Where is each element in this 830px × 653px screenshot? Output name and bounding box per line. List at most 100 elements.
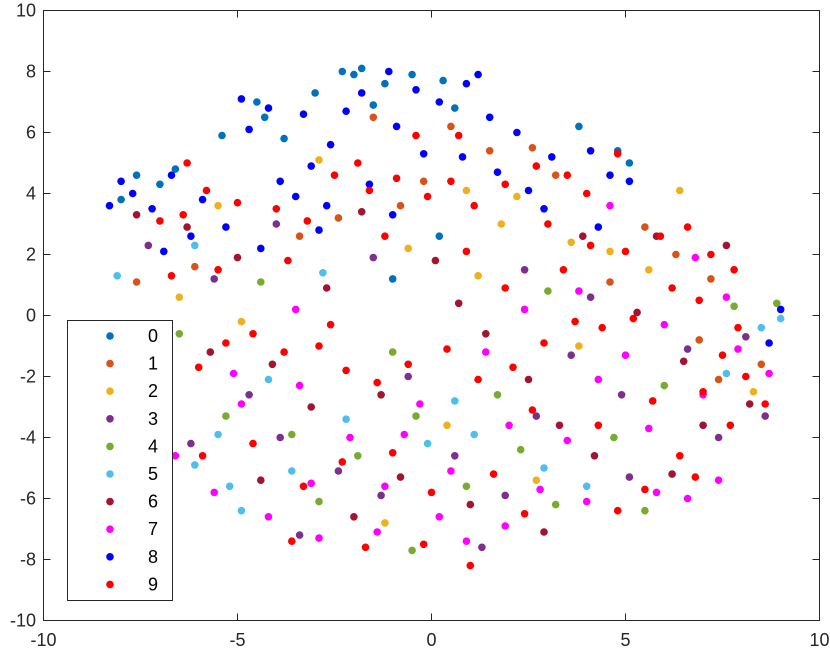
data-point-class-9 <box>404 360 413 369</box>
data-point-class-3 <box>334 467 343 475</box>
data-point-class-9 <box>156 217 164 225</box>
legend-label-2: 2 <box>148 381 158 401</box>
data-point-class-6 <box>482 330 490 338</box>
data-point-class-8 <box>222 223 230 231</box>
data-point-class-3 <box>369 253 378 262</box>
data-point-class-9 <box>202 186 211 195</box>
legend-label-4: 4 <box>148 436 158 456</box>
data-point-class-7 <box>691 253 700 262</box>
data-point-class-5 <box>722 369 731 378</box>
data-point-class-6 <box>377 391 385 399</box>
data-point-class-9 <box>718 351 727 360</box>
y-tick-label: -6 <box>20 489 36 509</box>
data-point-class-4 <box>388 348 397 356</box>
data-point-class-9 <box>582 189 591 198</box>
data-point-class-6 <box>132 211 141 219</box>
data-point-class-8 <box>392 122 401 131</box>
data-point-class-9 <box>330 171 339 179</box>
data-point-class-9 <box>613 150 622 158</box>
data-point-class-0 <box>350 70 358 79</box>
data-point-class-9 <box>734 323 742 332</box>
data-point-class-0 <box>311 89 319 97</box>
data-point-class-7 <box>621 351 630 360</box>
y-tick-label: -4 <box>20 428 36 448</box>
data-point-class-1 <box>672 250 680 259</box>
data-point-class-6 <box>322 284 331 292</box>
data-point-class-9 <box>528 406 537 414</box>
data-point-class-9 <box>656 232 665 240</box>
data-point-class-1 <box>419 177 428 186</box>
data-point-class-5 <box>540 464 548 472</box>
legend-marker-9 <box>106 580 114 589</box>
data-point-class-8 <box>540 205 548 213</box>
data-point-class-3 <box>532 412 541 420</box>
data-point-class-7 <box>563 436 572 445</box>
data-point-class-9 <box>501 284 510 292</box>
data-point-class-1 <box>396 201 405 210</box>
data-point-class-7 <box>373 528 382 536</box>
data-point-class-7 <box>307 479 316 488</box>
x-tick-label: -10 <box>30 630 56 650</box>
data-point-class-6 <box>233 253 242 262</box>
data-point-class-9 <box>501 180 510 189</box>
data-point-class-9 <box>222 339 230 347</box>
data-point-class-9 <box>629 314 638 323</box>
data-point-class-9 <box>474 375 482 384</box>
data-point-class-2 <box>532 476 541 485</box>
data-point-class-4 <box>610 433 618 442</box>
data-point-class-7 <box>652 488 661 497</box>
data-point-class-9 <box>419 540 428 549</box>
data-point-class-8 <box>458 153 467 161</box>
y-tick-label: 8 <box>26 62 36 82</box>
data-point-class-0 <box>218 131 226 140</box>
data-point-class-8 <box>586 147 595 155</box>
data-point-class-0 <box>435 232 444 240</box>
y-tick-label: -10 <box>10 611 36 631</box>
data-point-class-8 <box>606 171 614 179</box>
data-point-class-2 <box>381 519 389 527</box>
data-point-class-1 <box>485 147 494 155</box>
data-point-class-4 <box>516 445 525 454</box>
legend-label-8: 8 <box>148 547 158 567</box>
data-point-class-7 <box>462 537 471 545</box>
data-point-class-4 <box>660 381 669 390</box>
data-point-class-3 <box>742 333 750 341</box>
data-point-class-9 <box>559 266 568 274</box>
data-point-class-7 <box>291 305 300 314</box>
data-point-class-3 <box>210 275 218 283</box>
data-point-class-8 <box>322 201 331 210</box>
data-point-class-9 <box>361 543 370 552</box>
data-point-class-6 <box>540 528 548 536</box>
data-point-class-9 <box>540 339 548 347</box>
data-point-class-9 <box>509 363 517 372</box>
data-point-class-3 <box>683 345 692 353</box>
data-point-class-9 <box>342 366 350 375</box>
data-point-class-1 <box>695 336 703 344</box>
data-point-class-8 <box>493 168 502 176</box>
data-point-class-6 <box>307 403 316 411</box>
data-point-class-9 <box>695 296 703 305</box>
data-point-class-9 <box>288 537 296 545</box>
data-point-class-0 <box>253 98 261 106</box>
data-point-class-6 <box>633 308 641 317</box>
data-point-class-7 <box>722 293 731 302</box>
data-point-class-7 <box>660 320 669 329</box>
legend-label-7: 7 <box>148 519 158 539</box>
data-point-class-8 <box>315 226 323 234</box>
data-point-class-2 <box>606 247 614 256</box>
data-point-class-9 <box>691 473 700 481</box>
data-point-class-7 <box>237 400 246 408</box>
data-point-class-8 <box>167 171 176 179</box>
data-point-class-8 <box>419 150 428 158</box>
data-point-class-8 <box>513 128 521 137</box>
data-point-class-5 <box>264 375 273 384</box>
data-point-class-3 <box>377 491 385 500</box>
data-point-class-2 <box>676 186 684 195</box>
data-point-class-9 <box>742 372 750 381</box>
data-point-class-2 <box>474 272 482 280</box>
data-point-class-9 <box>683 223 692 231</box>
data-point-class-4 <box>315 497 323 506</box>
data-point-class-8 <box>474 70 482 79</box>
data-point-class-4 <box>544 287 552 295</box>
data-point-class-7 <box>295 381 304 390</box>
